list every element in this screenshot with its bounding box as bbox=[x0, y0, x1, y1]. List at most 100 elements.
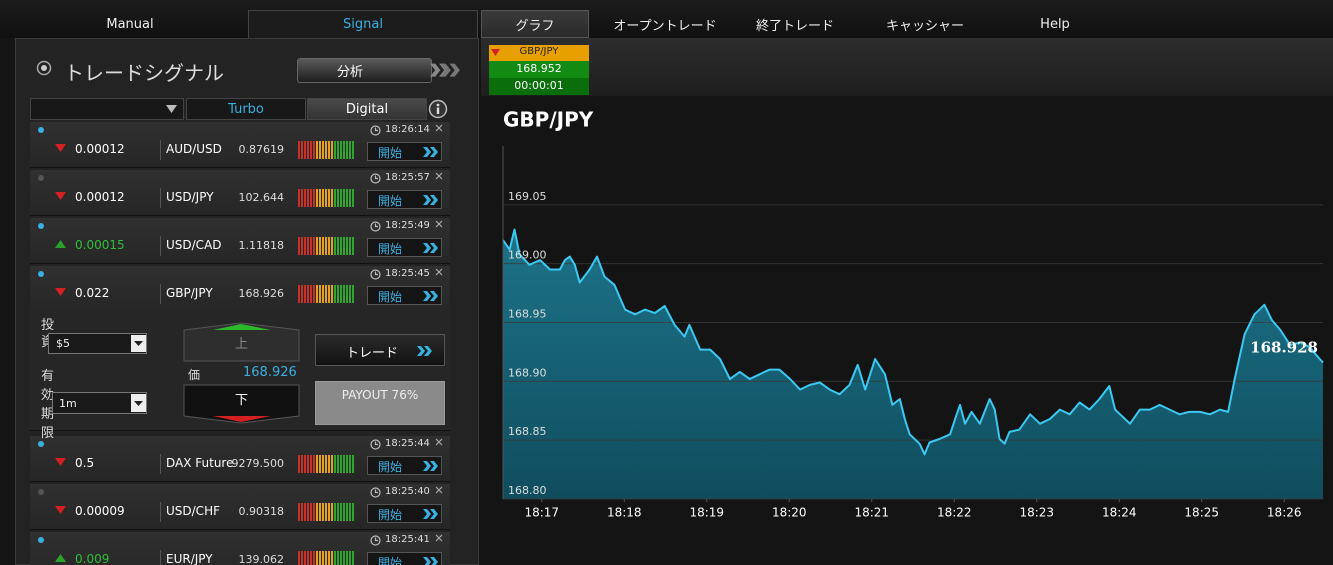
up-button-shape[interactable] bbox=[183, 322, 300, 362]
nav-tab[interactable]: Manual bbox=[106, 16, 154, 32]
radio-icon[interactable] bbox=[36, 60, 52, 76]
start-button[interactable]: 開始 bbox=[367, 456, 442, 475]
start-label: 開始 bbox=[378, 242, 403, 256]
close-icon[interactable] bbox=[435, 220, 443, 228]
strength-meter bbox=[298, 285, 354, 303]
direction-arrow bbox=[55, 554, 66, 562]
clock-icon bbox=[370, 125, 381, 136]
signal-price: 0.87619 bbox=[238, 143, 285, 156]
filter-dropdown[interactable] bbox=[30, 98, 184, 120]
close-icon[interactable] bbox=[435, 124, 443, 132]
select-arrow bbox=[131, 394, 146, 412]
signal-pair: USD/CAD bbox=[166, 238, 222, 252]
price-line bbox=[502, 228, 1324, 456]
close-icon[interactable] bbox=[435, 486, 443, 494]
direction-arrow bbox=[55, 144, 66, 152]
clock-icon bbox=[370, 173, 381, 184]
start-button[interactable]: 開始 bbox=[367, 504, 442, 523]
signal-change: 0.022 bbox=[75, 286, 110, 300]
signal-price: 139.062 bbox=[238, 553, 285, 565]
status-dot bbox=[38, 271, 44, 277]
signal-change: 0.5 bbox=[75, 456, 95, 470]
payout-box: PAYOUT 76% bbox=[315, 381, 445, 425]
x-tick-label: 18:24 bbox=[1102, 506, 1137, 520]
price-label: 価 bbox=[188, 368, 201, 382]
close-icon[interactable] bbox=[435, 534, 443, 542]
clock-icon bbox=[370, 487, 381, 498]
signal-price: 102.644 bbox=[238, 191, 285, 204]
direction-arrow bbox=[55, 240, 66, 248]
signal-price: 1.11818 bbox=[238, 239, 285, 252]
x-tick-label: 18:21 bbox=[854, 506, 889, 520]
investment-select[interactable]: $5 bbox=[48, 333, 147, 354]
nav-tab[interactable]: オープントレード bbox=[613, 18, 717, 34]
x-tick-label: 18:20 bbox=[772, 506, 807, 520]
signal-time: 18:25:41 bbox=[385, 534, 430, 545]
status-dot bbox=[38, 175, 44, 181]
ticker-head: GBP/JPY bbox=[489, 45, 589, 61]
trade-button[interactable]: トレード bbox=[315, 334, 445, 366]
status-dot bbox=[38, 537, 44, 543]
nav-tab[interactable]: グラフ bbox=[481, 10, 589, 38]
signal-price: 9279.500 bbox=[231, 457, 285, 470]
up-label[interactable]: 上 bbox=[234, 337, 248, 352]
clock-icon bbox=[370, 269, 381, 280]
close-icon[interactable] bbox=[435, 268, 443, 276]
signal-change: 0.00012 bbox=[75, 142, 125, 156]
y-tick-label: 168.90 bbox=[508, 366, 547, 379]
price-area bbox=[503, 229, 1323, 499]
start-button[interactable]: 開始 bbox=[367, 286, 442, 305]
separator bbox=[160, 188, 161, 208]
direction-arrow bbox=[55, 458, 66, 466]
signal-time: 18:25:44 bbox=[385, 438, 430, 449]
strength-meter bbox=[298, 455, 354, 473]
form-price: 168.926 bbox=[243, 365, 297, 380]
start-chevrons bbox=[423, 291, 438, 301]
start-label: 開始 bbox=[378, 290, 403, 304]
nav-tab[interactable]: キャッシャー bbox=[885, 18, 964, 34]
y-tick-label: 168.80 bbox=[508, 484, 547, 497]
down-button-shape[interactable] bbox=[183, 384, 300, 424]
down-label[interactable]: 下 bbox=[234, 393, 248, 408]
start-button[interactable]: 開始 bbox=[367, 142, 442, 161]
start-label: 開始 bbox=[378, 556, 403, 565]
separator bbox=[160, 284, 161, 304]
strength-meter bbox=[298, 141, 354, 159]
separator bbox=[160, 454, 161, 474]
signal-time: 18:26:14 bbox=[385, 124, 430, 135]
signal-change: 0.00015 bbox=[75, 238, 125, 252]
signal-time: 18:25:40 bbox=[385, 486, 430, 497]
close-icon[interactable] bbox=[435, 438, 443, 446]
signal-change: 0.00009 bbox=[75, 504, 125, 518]
status-dot bbox=[38, 441, 44, 447]
filter-tab[interactable]: Digital bbox=[307, 98, 427, 120]
nav-tab[interactable]: 終了トレード bbox=[755, 18, 834, 34]
trade-label: トレード bbox=[346, 346, 399, 361]
status-dot bbox=[38, 489, 44, 495]
nav-tab[interactable]: Signal bbox=[248, 10, 478, 38]
separator bbox=[160, 140, 161, 160]
filter-tab[interactable]: Turbo bbox=[186, 98, 306, 120]
direction-arrow bbox=[55, 192, 66, 200]
close-icon[interactable] bbox=[435, 172, 443, 180]
expiry-select[interactable]: 1m bbox=[52, 392, 147, 414]
start-button[interactable]: 開始 bbox=[367, 238, 442, 257]
signal-pair: EUR/JPY bbox=[166, 552, 213, 565]
nav-tab[interactable]: Help bbox=[1040, 16, 1070, 32]
start-label: 開始 bbox=[378, 508, 403, 522]
x-tick-label: 18:19 bbox=[689, 506, 724, 520]
x-tick-label: 18:23 bbox=[1019, 506, 1054, 520]
ticker-arrow bbox=[491, 49, 500, 56]
info-icon[interactable] bbox=[428, 99, 448, 119]
strength-meter bbox=[298, 503, 354, 521]
signal-time: 18:25:45 bbox=[385, 268, 430, 279]
clock-icon bbox=[370, 535, 381, 546]
clock-icon bbox=[370, 439, 381, 450]
analyze-button[interactable]: 分析 bbox=[297, 58, 432, 83]
select-arrow bbox=[131, 335, 146, 352]
last-price-label: 168.928 bbox=[1250, 338, 1318, 356]
ticker-price: 168.952 bbox=[489, 61, 589, 78]
start-button[interactable]: 開始 bbox=[367, 190, 442, 209]
start-button[interactable]: 開始 bbox=[367, 552, 442, 565]
